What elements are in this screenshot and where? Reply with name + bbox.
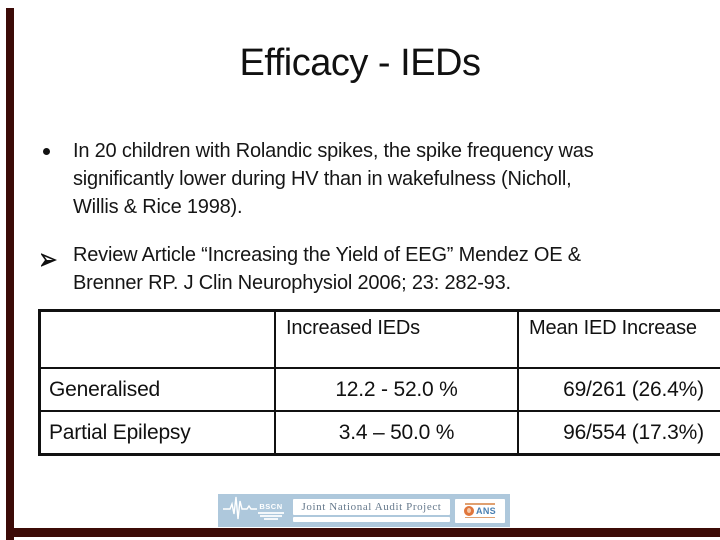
bullet-item-2: Review Article “Increasing the Yield of … [39,241,581,297]
bscn-label: BSCN [259,501,283,511]
slide-left-border [6,8,14,540]
bscn-subtext-line [260,515,282,517]
arrow-bullet-icon [39,248,58,276]
ans-head-icon [464,505,475,516]
cell-increased-ieds: 3.4 – 50.0 % [274,410,519,456]
bullet-dot-icon [43,145,50,155]
bullet-1-line-3: Willis & Rice 1998). [73,196,243,218]
slide-title: Efficacy - IEDs [239,42,481,84]
ans-label: ANS [476,505,496,516]
audit-project-strip [293,517,450,522]
bscn-text-block: BSCN [258,502,284,520]
ans-logo: ANS [455,498,505,523]
bullet-1-line-1: In 20 children with Rolandic spikes, the… [73,140,594,162]
bullet-2-line-2: Brenner RP. J Clin Neurophysiol 2006; 23… [73,272,511,294]
table-row-generalised: Generalised 12.2 - 52.0 % 69/261 (26.4%) [38,367,720,412]
header-cell-empty [38,309,276,369]
ans-subtext-line [465,503,495,505]
table-header-row: Increased IEDs Mean IED Increase [38,309,720,369]
footer-logo-banner: BSCN Joint National Audit Project ANS [218,494,510,527]
ecg-waveform-icon [223,494,257,527]
bscn-subtext-line [264,518,278,520]
audit-project-block: Joint National Audit Project [293,499,450,522]
header-cell-mean-ied-increase: Mean IED Increase [517,309,720,369]
ans-subtext-line [465,516,495,518]
bscn-logo: BSCN [223,494,284,527]
header-cell-increased-ieds: Increased IEDs [274,309,519,369]
bullet-2-line-1: Review Article “Increasing the Yield of … [73,244,581,266]
bullet-1-line-2: significantly lower during HV than in wa… [73,168,572,190]
row-label: Partial Epilepsy [38,410,276,456]
bscn-subtext-line [258,512,284,514]
audit-project-label: Joint National Audit Project [293,499,450,515]
table-row-partial-epilepsy: Partial Epilepsy 3.4 – 50.0 % 96/554 (17… [38,410,720,456]
results-table: Increased IEDs Mean IED Increase General… [38,309,720,456]
row-label: Generalised [38,367,276,412]
cell-mean-ied-increase: 69/261 (26.4%) [517,367,720,412]
cell-increased-ieds: 12.2 - 52.0 % [274,367,519,412]
slide-bottom-border [10,528,720,537]
cell-mean-ied-increase: 96/554 (17.3%) [517,410,720,456]
bullet-item-1: In 20 children with Rolandic spikes, the… [41,137,594,221]
